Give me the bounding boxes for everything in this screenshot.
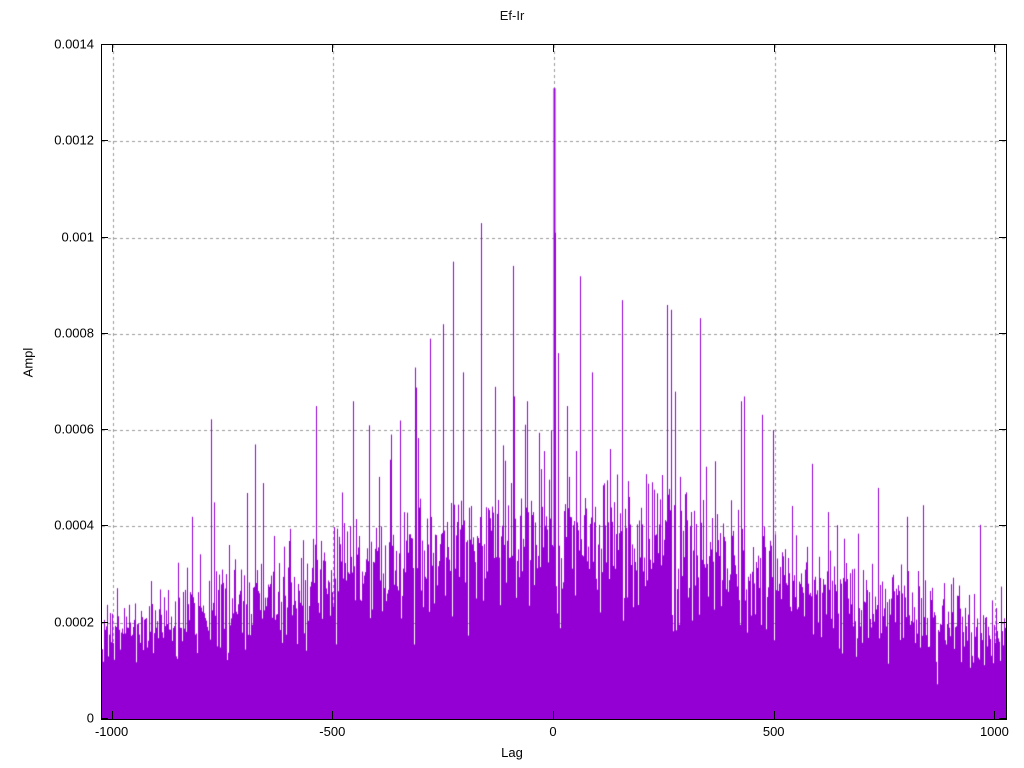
y-tick-mark <box>101 332 108 334</box>
x-tick-mark-top <box>111 44 113 52</box>
y-tick-mark-right <box>999 140 1006 142</box>
y-tick-mark-right <box>999 718 1006 719</box>
x-tick-mark <box>994 711 996 719</box>
x-tick-mark <box>332 711 334 719</box>
y-tick-mark <box>101 44 108 45</box>
x-tick-label: 0 <box>549 724 557 739</box>
y-tick-mark <box>101 140 108 142</box>
x-tick-mark-top <box>332 44 334 52</box>
y-tick-mark-right <box>999 525 1006 527</box>
y-tick-label: 0.0006 <box>54 421 94 437</box>
x-tick-mark-top <box>773 44 775 52</box>
y-axis-tick-labels: 0 0.0002 0.0004 0.0006 0.0008 0.001 0.0012 0.00… <box>0 0 94 768</box>
y-tick-label: 0 <box>86 710 94 726</box>
x-axis-title: Lag <box>501 745 523 760</box>
y-tick-mark-right <box>999 429 1006 431</box>
y-tick-label: 0.0004 <box>54 517 94 533</box>
x-tick-label: 500 <box>762 724 785 739</box>
plot-area <box>101 44 1007 720</box>
y-tick-mark <box>101 525 108 527</box>
x-tick-label: -500 <box>319 724 346 739</box>
y-tick-mark-right <box>999 332 1006 334</box>
y-tick-mark <box>101 621 108 623</box>
y-tick-mark <box>101 429 108 431</box>
y-tick-label: 0.0002 <box>54 614 94 630</box>
y-tick-label: 0.0008 <box>54 325 94 341</box>
y-axis-title: Ampl <box>20 347 36 378</box>
y-tick-label: 0.001 <box>61 229 94 245</box>
y-tick-mark-right <box>999 44 1006 45</box>
x-tick-label: 1000 <box>979 724 1009 739</box>
x-tick-mark <box>773 711 775 719</box>
x-tick-mark-top <box>994 44 996 52</box>
x-tick-mark-top <box>553 44 554 52</box>
x-tick-label: -1000 <box>94 724 129 739</box>
x-tick-mark <box>553 711 554 719</box>
y-tick-label: 0.0014 <box>54 36 94 52</box>
y-tick-label: 0.0012 <box>54 132 94 148</box>
x-tick-mark <box>111 711 113 719</box>
chart-title: Ef-Ir <box>499 8 525 23</box>
impulse-plot-canvas <box>102 45 1006 719</box>
y-tick-mark-right <box>999 621 1006 623</box>
y-tick-mark <box>101 718 108 719</box>
y-tick-mark-right <box>999 236 1006 238</box>
y-tick-mark <box>101 236 108 238</box>
